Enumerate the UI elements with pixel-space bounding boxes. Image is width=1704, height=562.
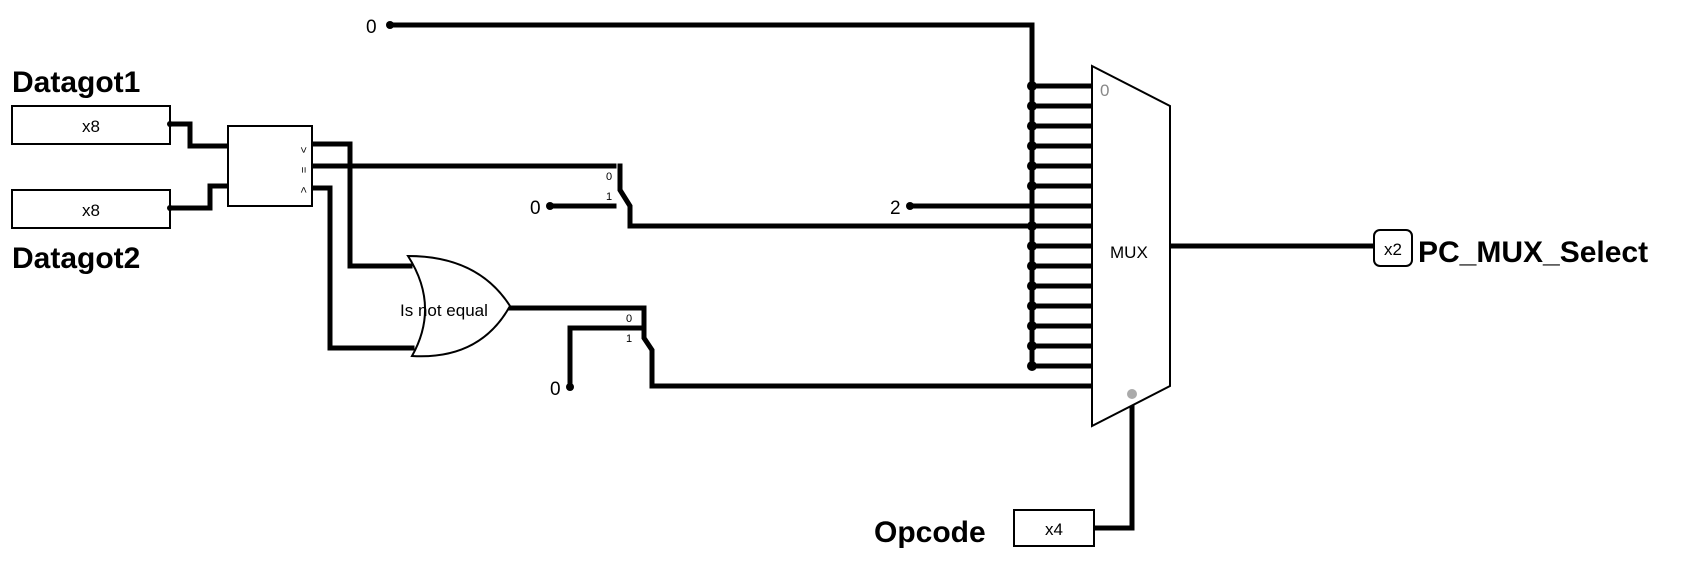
mux-tap-dot-3 (1027, 141, 1037, 151)
splitter-a-bit0: 0 (606, 171, 612, 183)
datagot2-label: Datagot2 (12, 242, 140, 275)
mux-tap-dot-1 (1027, 101, 1037, 111)
mux-label: MUX (1110, 243, 1148, 262)
mux-tap-dot-10 (1027, 301, 1037, 311)
comparator-greater-pin: > (297, 147, 309, 153)
dot-datagot1 (167, 121, 173, 127)
or-gate-body (406, 254, 512, 358)
opcode-width: x4 (1045, 520, 1063, 539)
mux-tap-dot-2 (1027, 121, 1037, 131)
wire-const-splitter-b (567, 325, 643, 390)
splitter-a-bus (617, 163, 1095, 229)
datagot2-box (11, 189, 171, 229)
opcode-box (1013, 509, 1095, 547)
mux-tap-dot-5 (1027, 181, 1037, 191)
mux-tap-dot-8 (1027, 261, 1037, 271)
datagot1-box (11, 105, 171, 145)
opcode-pin[interactable]: x4 (1013, 509, 1095, 547)
opcode-label: Opcode (874, 516, 986, 549)
mux-tap-dot-12 (1027, 341, 1037, 351)
datagot1-width: x8 (82, 117, 100, 136)
datagot2-width: x8 (82, 201, 100, 220)
connection-dots (167, 21, 914, 391)
mux-tap-dot-13 (1027, 361, 1037, 371)
comparator-box (227, 125, 313, 207)
constant-top: 0 (366, 17, 377, 38)
comparator-less-pin: < (297, 187, 309, 193)
pc-mux-select-pin[interactable]: x2 (1373, 229, 1413, 267)
wire-datagot1 (167, 121, 231, 149)
pc-mux-select-width: x2 (1384, 240, 1402, 259)
splitter-b-bit0: 0 (626, 313, 632, 325)
wire-opcode-select (1091, 401, 1135, 531)
dot-const-2 (906, 202, 914, 210)
datagot2-pin[interactable]: x8 (11, 189, 171, 229)
datagot1-pin[interactable]: x8 (11, 105, 171, 145)
constant-2: 2 (890, 198, 901, 219)
pc-mux-select-label: PC_MUX_Select (1418, 236, 1648, 269)
constant-splitter-a: 0 (530, 198, 541, 219)
mux-body (1091, 64, 1171, 428)
splitter-b-bit1: 1 (626, 333, 632, 345)
dot-const-b (566, 383, 574, 391)
splitter-a-bit1: 1 (606, 191, 612, 203)
comparator-equal-pin: = (297, 167, 309, 173)
wire-greater-to-or (310, 141, 413, 269)
mux-tap-dot-9 (1027, 281, 1037, 291)
mux-tap-dot-0 (1027, 81, 1037, 91)
dot-top-constant (386, 21, 394, 29)
mux-tap-dot-11 (1027, 321, 1037, 331)
mux-select-pin (1127, 389, 1137, 399)
or-gate[interactable]: Is not equal (400, 254, 512, 358)
wire-less-to-or (310, 185, 415, 351)
dot-datagot2 (167, 205, 173, 211)
or-gate-label: Is not equal (400, 301, 488, 320)
datagot1-label: Datagot1 (12, 66, 140, 99)
dot-const-a (546, 202, 554, 210)
wire-datagot2 (167, 183, 231, 211)
comparator[interactable]: > = < (227, 125, 313, 207)
multiplexer[interactable]: MUX 0 (1091, 64, 1171, 428)
pc-mux-select-box (1373, 229, 1413, 267)
mux-tap-dot-4 (1027, 161, 1037, 171)
mux-input-zero-label: 0 (1100, 81, 1109, 100)
splitter-b-bus (641, 305, 1095, 389)
wires (167, 22, 1377, 531)
constant-splitter-b: 0 (550, 379, 561, 400)
mux-tap-dot-7 (1027, 241, 1037, 251)
